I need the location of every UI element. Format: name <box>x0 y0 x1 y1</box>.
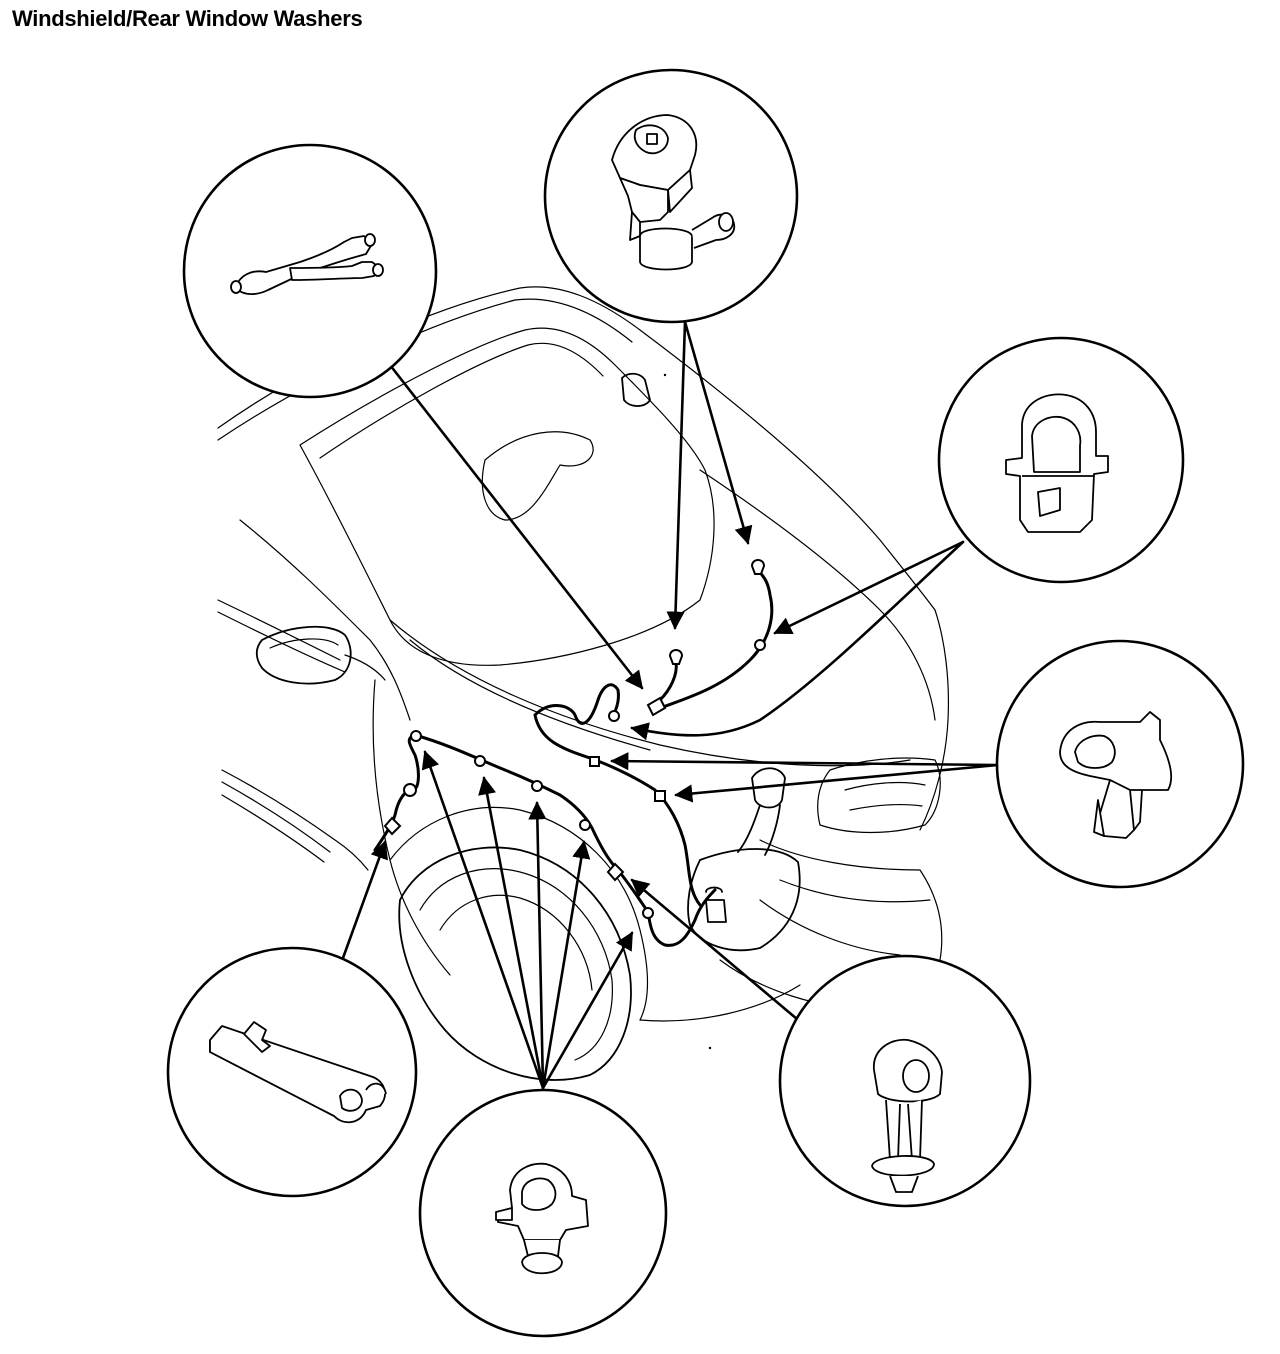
hose-joint-icon <box>230 233 384 296</box>
hose-clamp-icon <box>1059 711 1173 839</box>
hose-holder-icon <box>209 1021 387 1124</box>
car-body <box>217 286 950 1081</box>
hose-holder-icon <box>871 1038 943 1193</box>
page-title: Windshield/Rear Window Washers <box>12 6 363 31</box>
hose-clip-icon <box>1005 393 1109 533</box>
callout-hose-clip-upper <box>937 336 1185 584</box>
washer-hose <box>373 559 774 947</box>
leader-lines <box>341 320 1000 1090</box>
callout-hose-holder-left <box>166 946 418 1198</box>
callout-hose-clip-lower <box>418 1088 668 1338</box>
hose-clip-icon <box>495 1162 589 1275</box>
callout-washer-nozzle <box>543 68 799 324</box>
callout-hose-holder-lower-right <box>778 954 1032 1208</box>
callout-hose-joint <box>182 143 438 399</box>
washer-nozzle-icon <box>611 114 736 271</box>
callout-hose-clamp-right <box>995 639 1245 889</box>
